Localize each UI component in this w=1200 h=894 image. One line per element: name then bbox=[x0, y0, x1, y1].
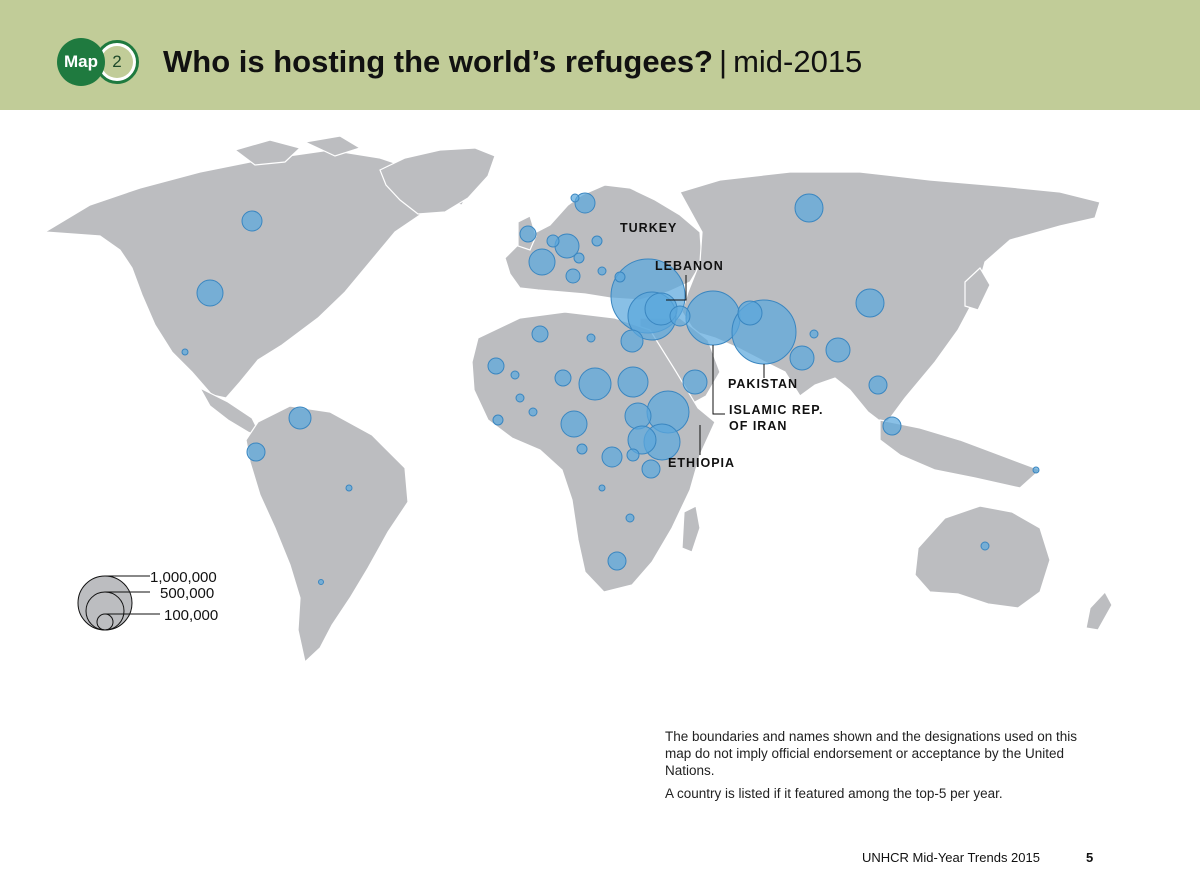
label-turkey: TURKEY bbox=[620, 221, 677, 235]
title-main: Who is hosting the world’s refugees? bbox=[163, 44, 713, 79]
label-iran-line1: ISLAMIC REP. bbox=[729, 403, 823, 417]
bubble-rwanda bbox=[626, 448, 640, 462]
title-subtitle: mid-2015 bbox=[733, 44, 863, 79]
page-title: Who is hosting the world’s refugees? | mid… bbox=[163, 40, 862, 84]
bubble-india bbox=[789, 345, 815, 371]
label-pakistan: PAKISTAN bbox=[728, 377, 798, 391]
bubble-south-africa bbox=[607, 551, 627, 571]
bubble-south-sudan bbox=[624, 402, 652, 430]
size-legend: 1,000,000 500,000 100,000 bbox=[77, 569, 218, 631]
label-ethiopia: ETHIOPIA bbox=[668, 456, 735, 470]
bubble-egypt bbox=[620, 329, 644, 353]
map-badge-number-ring: 2 bbox=[95, 40, 139, 84]
footer-source: UNHCR Mid-Year Trends 2015 bbox=[862, 850, 1040, 865]
bubble-venezuela bbox=[288, 406, 312, 430]
bubble-sweden bbox=[574, 192, 596, 214]
bubble-uganda bbox=[627, 425, 657, 455]
bubble-ecuador bbox=[246, 442, 266, 462]
bubble-mauritania bbox=[487, 357, 505, 375]
legend-label-100000: 100,000 bbox=[164, 607, 218, 624]
title-separator: | bbox=[719, 44, 728, 79]
bubble-small-18 bbox=[598, 484, 606, 492]
map-number-badge: Map 2 bbox=[57, 38, 143, 86]
bubble-cameroon bbox=[560, 410, 588, 438]
bubble-small-16 bbox=[181, 348, 189, 356]
page-number: 5 bbox=[1086, 850, 1094, 865]
bubble-usa bbox=[196, 279, 224, 307]
bubble-small-6 bbox=[614, 271, 626, 283]
callout-line-lebanon bbox=[666, 275, 687, 301]
bubble-small-3 bbox=[591, 235, 603, 247]
land-south-america bbox=[245, 405, 409, 664]
disclaimer-top5: A country is listed if it featured among… bbox=[665, 786, 1003, 801]
label-iran-line2: OF IRAN bbox=[729, 419, 787, 433]
bubble-small-17 bbox=[528, 407, 538, 417]
bubble-sudan bbox=[617, 366, 649, 398]
bubble-russia bbox=[794, 193, 824, 223]
label-lebanon: LEBANON bbox=[655, 259, 724, 273]
bubble-small-12 bbox=[625, 513, 635, 523]
land-greenland bbox=[379, 147, 496, 215]
bubble-small-14 bbox=[345, 484, 353, 492]
land-japan bbox=[964, 267, 991, 311]
legend-circle-1000000 bbox=[77, 575, 133, 631]
map-badge-number: 2 bbox=[101, 46, 133, 78]
legend-label-500000: 500,000 bbox=[160, 585, 214, 602]
callout-lines bbox=[666, 275, 765, 455]
world-map: TURKEY LEBANON PAKISTAN ISLAMIC REP. OF … bbox=[0, 110, 1200, 710]
bubble-chad bbox=[578, 367, 612, 401]
bubble-small-7 bbox=[586, 333, 596, 343]
bubble-small-4 bbox=[573, 252, 585, 264]
land-australia bbox=[914, 505, 1051, 609]
bubble-small-19 bbox=[1032, 466, 1040, 474]
land-madagascar bbox=[681, 505, 701, 553]
header-banner: Map 2 Who is hosting the world’s refugee… bbox=[0, 0, 1200, 110]
bubble-small-20 bbox=[318, 579, 324, 585]
legend-label-1000000: 1,000,000 bbox=[150, 569, 217, 586]
bubble-small-8 bbox=[510, 370, 520, 380]
bubble-china bbox=[855, 288, 885, 318]
land-se-asia-islands bbox=[879, 419, 1042, 489]
bubble-small-11 bbox=[576, 443, 588, 455]
land-new-zealand bbox=[1085, 590, 1113, 631]
bubble-small-15 bbox=[809, 329, 819, 339]
bubble-small-2 bbox=[546, 234, 560, 248]
callout-labels: TURKEY LEBANON PAKISTAN ISLAMIC REP. OF … bbox=[620, 221, 823, 470]
refugee-bubbles bbox=[181, 192, 1040, 585]
bubble-small-10 bbox=[515, 393, 525, 403]
land-north-america bbox=[43, 149, 471, 399]
bubble-yemen bbox=[682, 369, 708, 395]
bubble-malaysia bbox=[882, 416, 902, 436]
bubble-small-5 bbox=[597, 266, 607, 276]
bubble-france bbox=[528, 248, 556, 276]
bubble-italy bbox=[565, 268, 581, 284]
map-svg: TURKEY LEBANON PAKISTAN ISLAMIC REP. OF … bbox=[43, 135, 1113, 664]
bubble-iraq bbox=[669, 305, 691, 327]
map-disclaimer: The boundaries and names shown and the d… bbox=[665, 728, 1105, 808]
bubble-thailand bbox=[868, 375, 888, 395]
callout-line-iran bbox=[712, 345, 725, 415]
bubble-afghanistan bbox=[737, 300, 763, 326]
land-arctic-islands bbox=[233, 135, 362, 166]
bubble-algeria bbox=[531, 325, 549, 343]
bubble-canada bbox=[241, 210, 263, 232]
bubble-small-9 bbox=[492, 414, 504, 426]
bubble-small-13 bbox=[980, 541, 990, 551]
bubble-bangladesh bbox=[825, 337, 851, 363]
bubble-small-1 bbox=[570, 193, 580, 203]
map-badge-label: Map bbox=[57, 38, 105, 86]
bubble-drc bbox=[601, 446, 623, 468]
bubble-tanzania bbox=[641, 459, 661, 479]
bubble-niger bbox=[554, 369, 572, 387]
disclaimer-boundaries: The boundaries and names shown and the d… bbox=[665, 729, 1078, 778]
bubble-uk bbox=[519, 225, 537, 243]
